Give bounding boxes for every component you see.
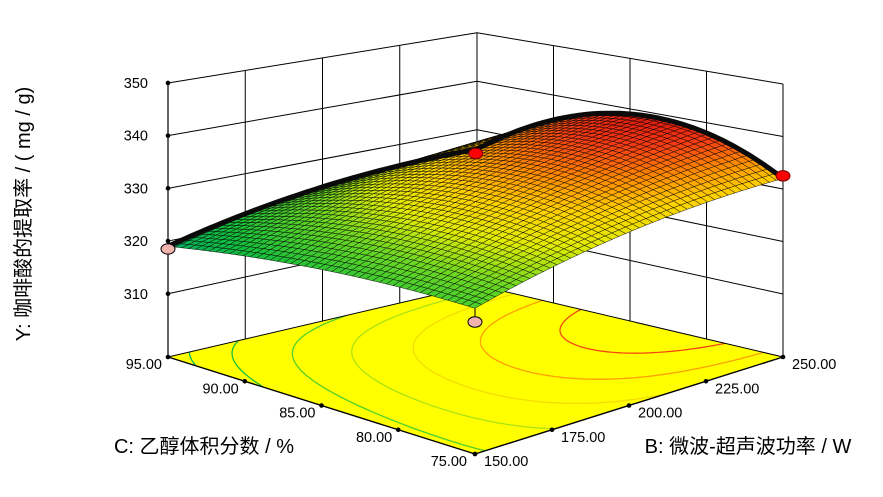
floor-contour-line xyxy=(291,314,486,452)
c-tick-label: 85.00 xyxy=(279,406,315,422)
design-point-above-surface xyxy=(468,147,484,160)
y-tick-label: 330 xyxy=(124,181,148,197)
floor-contour-line xyxy=(412,293,665,405)
b-tick-label: 225.00 xyxy=(715,381,759,397)
floor-plane xyxy=(168,285,783,454)
tick-dot xyxy=(626,403,632,408)
b-axis-title: B: 微波-超声波功率 / W xyxy=(645,435,852,458)
design-point-below-surface xyxy=(160,243,176,255)
c-tick-label: 75.00 xyxy=(431,454,467,470)
tick-dot xyxy=(549,427,555,433)
c-tick-label: 95.00 xyxy=(126,357,162,373)
design-point-below-surface xyxy=(467,316,483,328)
tick-dot xyxy=(165,186,171,191)
plot-generated-layers: 310 320 330 340 350 95.00 90.00 85.00 80.00 75.00… xyxy=(124,32,837,470)
y-tick-label: 340 xyxy=(124,129,148,145)
c-axis-title: C: 乙醇体积分数 / % xyxy=(114,435,294,458)
floor-contour-line xyxy=(351,287,556,430)
tick-dot xyxy=(472,451,478,457)
design-points xyxy=(160,147,791,328)
axis-ticks xyxy=(165,80,786,457)
tick-dot xyxy=(165,354,171,360)
y-tick-label: 350 xyxy=(124,76,148,92)
floor-contours xyxy=(188,287,764,452)
b-tick-label: 250.00 xyxy=(792,357,836,373)
tick-dot xyxy=(395,427,401,433)
y-tick-label: 320 xyxy=(124,234,148,250)
tick-dot xyxy=(165,133,171,138)
b-tick-label: 175.00 xyxy=(561,430,605,446)
b-tick-label: 150.00 xyxy=(484,454,528,470)
floor-contour-line xyxy=(479,299,764,380)
tick-dot xyxy=(165,291,171,297)
tick-dot xyxy=(242,378,248,384)
tick-dot xyxy=(703,378,709,384)
surface-mesh xyxy=(165,110,786,309)
c-tick-label: 90.00 xyxy=(202,381,238,397)
tick-dot xyxy=(780,354,786,360)
tick-dot xyxy=(165,238,171,244)
floor-contour-line xyxy=(559,308,726,354)
b-tick-label: 200.00 xyxy=(638,406,682,422)
tick-dot xyxy=(319,403,324,408)
design-point-above-surface xyxy=(775,170,791,182)
y-tick-label: 310 xyxy=(124,287,148,303)
tick-labels: 310 320 330 340 350 95.00 90.00 85.00 80.00 75.00… xyxy=(124,76,837,470)
c-tick-label: 80.00 xyxy=(356,430,392,446)
tick-dot xyxy=(165,80,171,86)
floor xyxy=(168,285,783,454)
y-axis-title: Y: 咖啡酸的提取率 / ( mg / g) xyxy=(12,87,35,341)
